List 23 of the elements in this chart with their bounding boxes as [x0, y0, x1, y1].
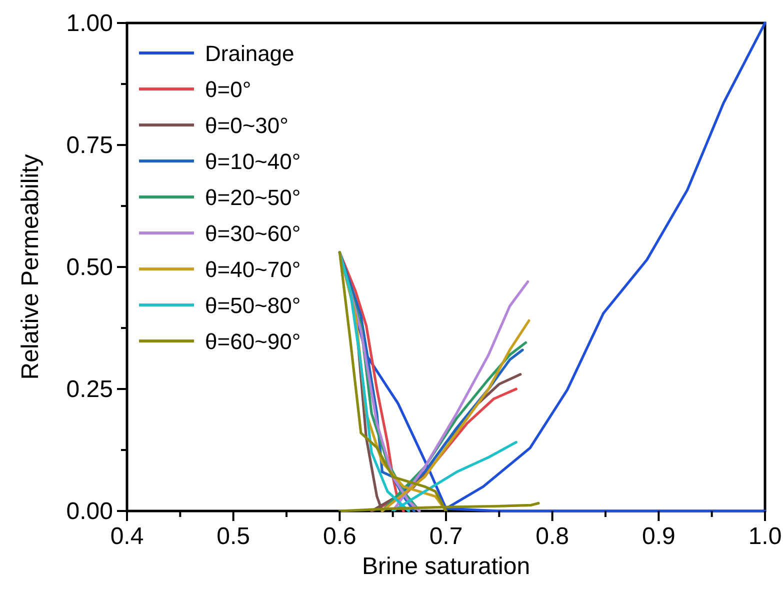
- x-tick-label: 0.9: [642, 523, 676, 550]
- y-tick-label: 1.00: [66, 10, 113, 37]
- x-axis-title: Brine saturation: [362, 553, 530, 580]
- legend-label: θ=20~50°: [205, 185, 301, 210]
- legend-label: θ=0°: [205, 77, 252, 102]
- legend-label: θ=0~30°: [205, 113, 288, 138]
- legend-label: Drainage: [205, 41, 294, 66]
- legend-label: θ=30~60°: [205, 221, 301, 246]
- legend-label: θ=40~70°: [205, 257, 301, 282]
- x-tick-label: 1.0: [748, 523, 782, 550]
- x-tick-label: 0.6: [322, 523, 356, 550]
- y-tick-label: 0.25: [66, 376, 113, 403]
- legend-label: θ=50~80°: [205, 293, 301, 318]
- x-tick-label: 0.7: [429, 523, 463, 550]
- x-tick-label: 0.8: [536, 523, 570, 550]
- x-tick-label: 0.4: [110, 523, 144, 550]
- legend-label: θ=60~90°: [205, 329, 301, 354]
- y-axis-title: Relative Permeability: [17, 154, 44, 380]
- legend-label: θ=10~40°: [205, 149, 301, 174]
- y-tick-label: 0.75: [66, 132, 113, 159]
- y-tick-label: 0.00: [66, 498, 113, 525]
- y-tick-label: 0.50: [66, 254, 113, 281]
- x-tick-label: 0.5: [216, 523, 250, 550]
